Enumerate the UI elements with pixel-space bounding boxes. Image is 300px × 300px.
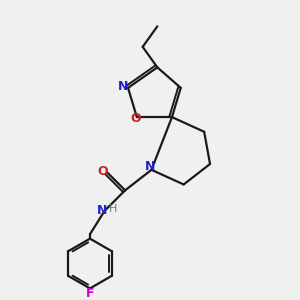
- Text: N: N: [145, 160, 155, 173]
- Text: H: H: [109, 204, 117, 214]
- Text: N: N: [97, 204, 107, 217]
- Text: O: O: [130, 112, 141, 125]
- Text: O: O: [97, 165, 108, 178]
- Text: F: F: [86, 287, 94, 300]
- Text: N: N: [118, 80, 128, 93]
